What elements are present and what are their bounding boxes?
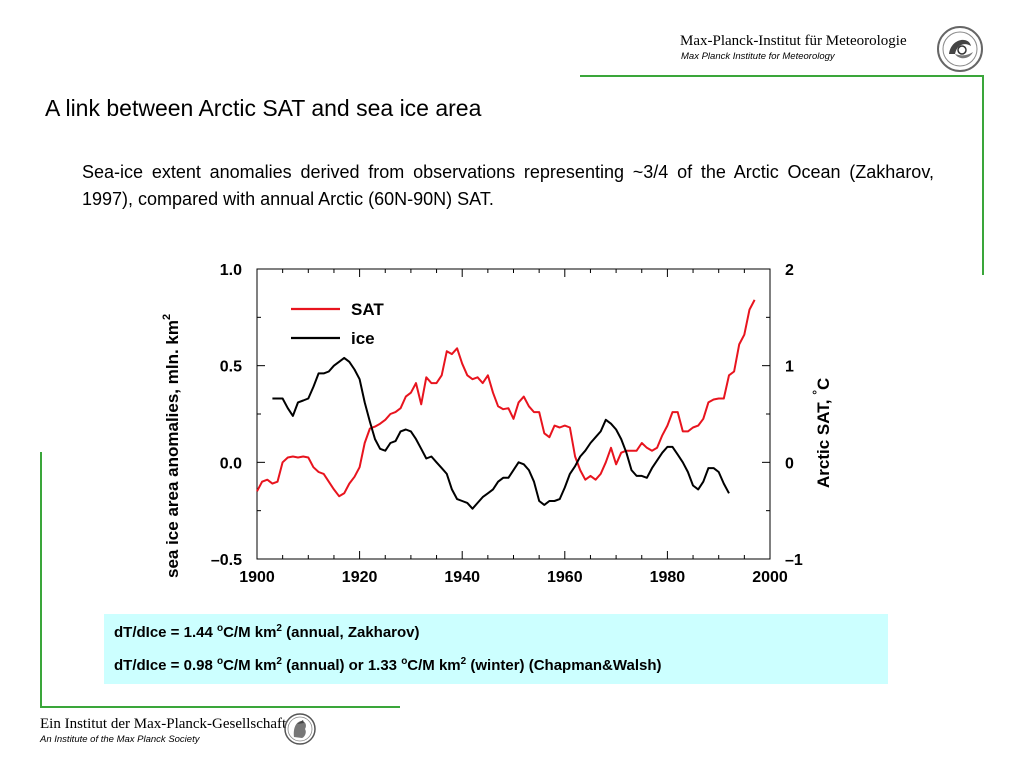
stat-line-zakharov: dT/dIce = 1.44 oC/M km2 (annual, Zakharo… xyxy=(114,623,420,641)
series-line-ice xyxy=(272,356,730,510)
legend-sat-label: SAT xyxy=(351,300,384,319)
series-lines xyxy=(256,299,756,510)
left-rule xyxy=(40,452,42,708)
right-rule xyxy=(982,75,984,275)
x-tick-label: 1960 xyxy=(547,569,583,586)
x-tick-label: 1920 xyxy=(342,569,378,586)
society-name-de: Ein Institut der Max-Planck-Gesellschaft xyxy=(40,716,287,732)
y-tick-label: 0.5 xyxy=(220,359,242,376)
x-tick-label: 1980 xyxy=(650,569,686,586)
y-axis-label: sea ice area anomalies, mln. km2 xyxy=(161,314,182,578)
slide-title: A link between Arctic SAT and sea ice ar… xyxy=(45,95,482,121)
y-tick-label: –0.5 xyxy=(211,552,242,569)
sat-ice-chart: 1900 1920 1940 1960 1980 2000 –0.5 0.0 0.5 1.0 –1 0… xyxy=(161,262,833,586)
bottom-rule xyxy=(40,706,400,708)
stat-line-chapman-walsh: dT/dIce = 0.98 oC/M km2 (annual) or 1.33… xyxy=(114,656,662,674)
institute-name-de: Max-Planck-Institut für Meteorologie xyxy=(680,33,907,49)
tick-labels: 1900 1920 1940 1960 1980 2000 –0.5 0.0 0.5 1.0 –1 0… xyxy=(211,262,803,586)
y2-tick-label: 2 xyxy=(785,262,794,279)
x-tick-label: 1940 xyxy=(444,569,480,586)
y2-tick-label: 1 xyxy=(785,359,794,376)
y2-tick-label: 0 xyxy=(785,455,794,472)
mpg-minerva-seal-icon xyxy=(284,713,316,745)
legend-ice-label: ice xyxy=(351,329,375,348)
x-tick-label: 1900 xyxy=(239,569,275,586)
y-tick-label: 0.0 xyxy=(220,455,242,472)
x-tick-label: 2000 xyxy=(752,569,788,586)
series-line-sat xyxy=(256,299,756,498)
regression-stats-box: dT/dIce = 1.44 oC/M km2 (annual, Zakharo… xyxy=(104,614,888,684)
mpi-meteorology-logo-icon xyxy=(937,26,983,72)
y2-axis-label: Arctic SAT, °C xyxy=(810,378,833,488)
institute-name-en: Max Planck Institute for Meteorology xyxy=(681,51,835,62)
axis-ticks xyxy=(256,268,771,560)
society-name-en: An Institute of the Max Planck Society xyxy=(40,734,200,745)
plot-frame xyxy=(256,268,771,560)
y-tick-label: 1.0 xyxy=(220,262,242,279)
slide-description: Sea-ice extent anomalies derived from ob… xyxy=(82,162,934,209)
y2-tick-label: –1 xyxy=(785,552,803,569)
top-rule xyxy=(580,75,984,77)
